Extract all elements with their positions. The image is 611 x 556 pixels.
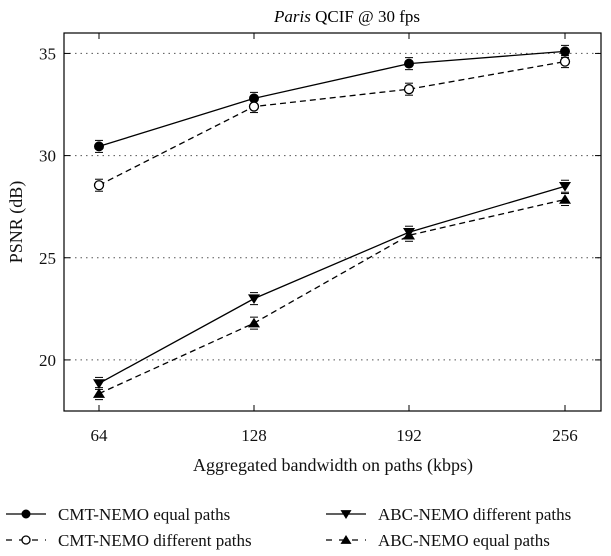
legend-label: ABC-NEMO equal paths — [378, 531, 550, 550]
grid-lines — [64, 52, 601, 361]
data-point — [21, 535, 31, 545]
data-point — [404, 58, 414, 69]
x-tick-label: 64 — [91, 426, 109, 445]
legend-item: CMT-NEMO different paths — [6, 531, 252, 550]
axis-ticks: 20 25 30 35 64 128 192 256 — [39, 33, 601, 445]
legend-item: ABC-NEMO equal paths — [326, 531, 550, 550]
data-point — [248, 317, 260, 328]
legend-item: ABC-NEMO different paths — [326, 505, 571, 524]
legend: CMT-NEMO equal paths CMT-NEMO different p… — [6, 505, 571, 550]
chart-title-rest: QCIF @ 30 fps — [311, 7, 420, 26]
data-point — [559, 56, 571, 67]
legend-label: CMT-NEMO different paths — [58, 531, 252, 550]
series-line — [98, 198, 566, 395]
data-point — [403, 84, 415, 95]
x-axis-label: Aggregated bandwidth on paths (kbps) — [193, 455, 473, 476]
y-tick-label: 30 — [39, 147, 56, 166]
data-point — [248, 101, 260, 112]
data-point — [559, 194, 571, 204]
y-axis-label: PSNR (dB) — [6, 181, 27, 264]
data-point — [403, 229, 415, 240]
data-point — [560, 46, 570, 57]
x-tick-label: 128 — [241, 426, 267, 445]
data-point — [93, 180, 105, 191]
y-tick-label: 20 — [39, 351, 56, 370]
chart-title: Paris QCIF @ 30 fps — [273, 7, 420, 26]
data-point — [21, 509, 31, 519]
data-point — [93, 388, 105, 398]
legend-label: CMT-NEMO equal paths — [58, 505, 230, 524]
legend-label: ABC-NEMO different paths — [378, 505, 571, 524]
data-point — [93, 379, 105, 389]
data-point — [559, 182, 571, 192]
series-layer — [93, 44, 571, 401]
y-tick-label: 25 — [39, 249, 56, 268]
data-point — [340, 535, 352, 544]
series-line — [98, 50, 566, 148]
plot-frame — [63, 32, 602, 412]
series-line — [98, 60, 566, 186]
data-point — [248, 294, 260, 305]
chart-title-italic: Paris — [273, 7, 311, 26]
x-tick-label: 256 — [552, 426, 578, 445]
x-tick-label: 192 — [396, 426, 422, 445]
series-line — [98, 185, 566, 384]
data-point — [340, 510, 352, 519]
y-tick-label: 35 — [39, 44, 56, 63]
legend-item: CMT-NEMO equal paths — [6, 505, 230, 524]
data-point — [94, 141, 104, 152]
